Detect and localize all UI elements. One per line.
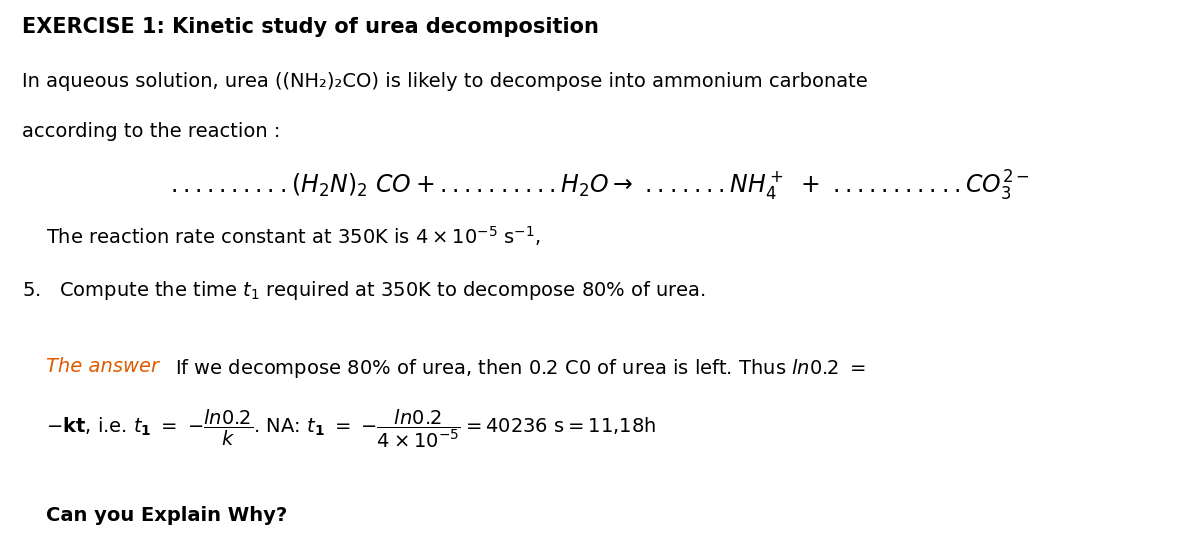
Text: The reaction rate constant at 350K is $4\times10^{-5}$ s$^{-1}$,: The reaction rate constant at 350K is $4… <box>46 224 540 248</box>
Text: $-\mathbf{kt}$, i.e. $t_\mathbf{1}$ $=$ $-\dfrac{ln0.2}{k}$. NA: $t_\mathbf{1}$ : $-\mathbf{kt}$, i.e. $t_\mathbf{1}$ $=$ … <box>46 408 655 450</box>
Text: If we decompose 80% of urea, then 0.2 C0 of urea is left. Thus $\mathit{ln0.2}\ : If we decompose 80% of urea, then 0.2 C0… <box>175 357 865 380</box>
Text: according to the reaction :: according to the reaction : <box>22 122 280 140</box>
Text: In aqueous solution, urea ((NH₂)₂CO) is likely to decompose into ammonium carbon: In aqueous solution, urea ((NH₂)₂CO) is … <box>22 72 868 91</box>
Text: The answer: The answer <box>46 357 158 375</box>
Text: $..........(H_2N)_2\ CO+..........H_2O\rightarrow\ .......NH_4^+\ +\ ...........: $..........(H_2N)_2\ CO+..........H_2O\r… <box>170 169 1030 203</box>
Text: Can you Explain Why?: Can you Explain Why? <box>46 506 287 525</box>
Text: EXERCISE 1: Kinetic study of urea decomposition: EXERCISE 1: Kinetic study of urea decomp… <box>22 17 599 36</box>
Text: 5.   Compute the time $t_1$ required at 350K to decompose 80% of urea.: 5. Compute the time $t_1$ required at 35… <box>22 279 706 302</box>
